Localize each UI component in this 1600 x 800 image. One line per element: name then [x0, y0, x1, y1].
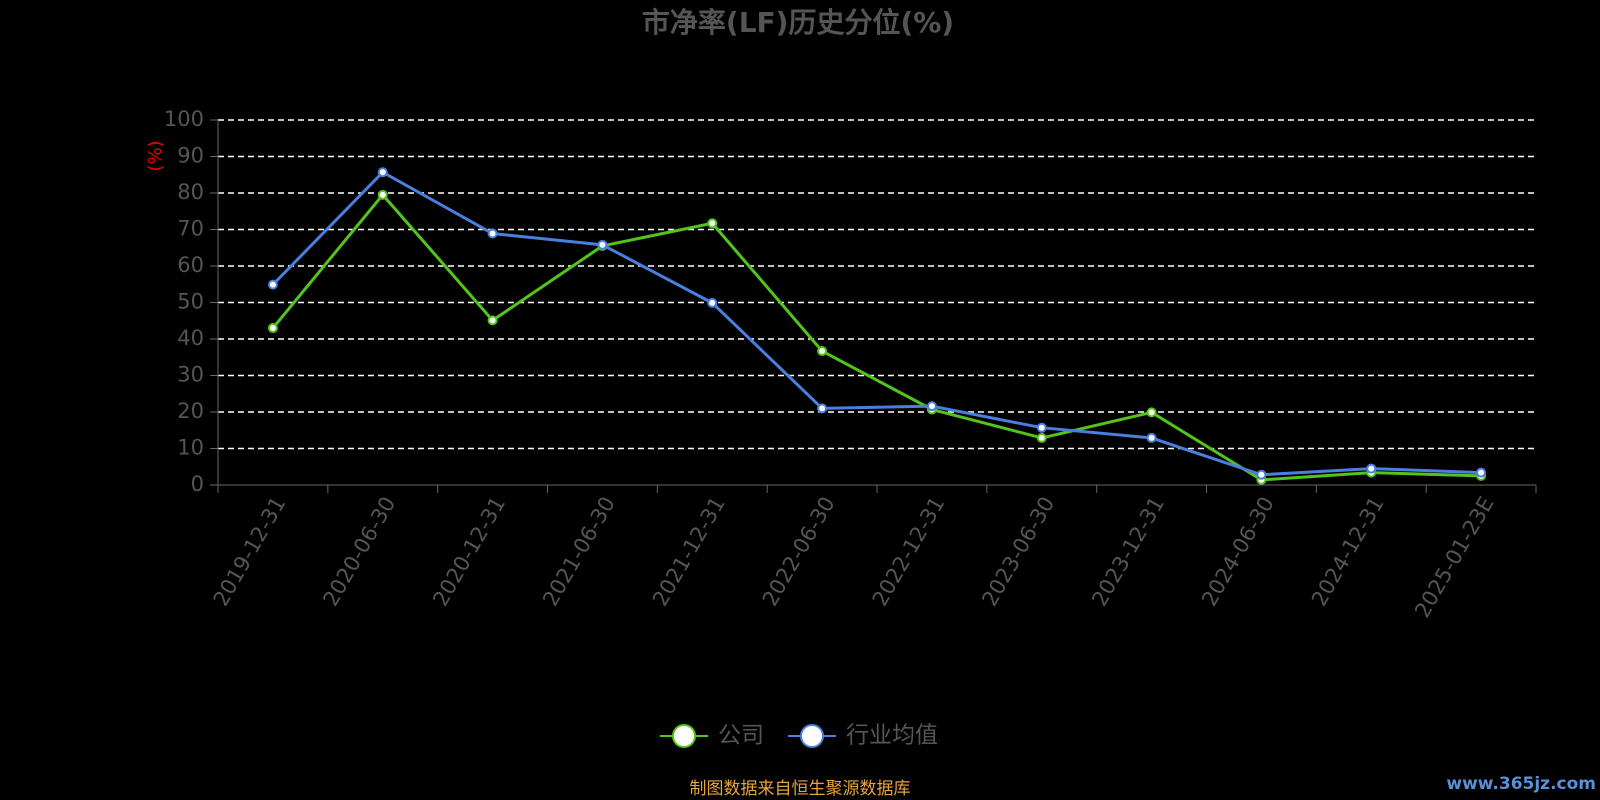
- legend-marker: [800, 724, 824, 748]
- y-tick-label: 80: [177, 180, 204, 204]
- x-tick-label: 2020-06-30: [318, 493, 400, 611]
- y-tick-label: 0: [191, 472, 204, 496]
- legend-marker: [672, 724, 696, 748]
- data-point: [707, 218, 718, 229]
- data-point: [1036, 422, 1047, 433]
- x-tick-label: 2024-06-30: [1197, 493, 1279, 611]
- y-tick-label: 10: [177, 436, 204, 460]
- x-tick-label: 2021-12-31: [648, 493, 730, 611]
- data-point: [267, 279, 278, 290]
- x-tick-label: 2025-01-23E: [1410, 493, 1498, 622]
- legend-label: 公司: [718, 723, 764, 749]
- y-axis-label: (%): [145, 140, 166, 171]
- x-tick-label: 2019-12-31: [209, 493, 291, 611]
- x-tick-label: 2022-06-30: [758, 493, 840, 611]
- data-point: [817, 403, 828, 414]
- data-point: [597, 239, 608, 250]
- data-point: [1256, 469, 1267, 480]
- x-tick-label: 2023-06-30: [977, 493, 1059, 611]
- data-point: [487, 315, 498, 326]
- x-tick-label: 2020-12-31: [428, 493, 510, 611]
- data-point: [926, 401, 937, 412]
- data-point: [817, 346, 828, 357]
- data-point: [377, 167, 388, 178]
- series-line: [271, 170, 1482, 477]
- data-point: [1366, 463, 1377, 474]
- x-tick-label: 2023-12-31: [1087, 493, 1169, 611]
- y-tick-label: 40: [177, 326, 204, 350]
- data-point: [487, 228, 498, 239]
- y-tick-label: 20: [177, 399, 204, 423]
- y-tick-label: 70: [177, 217, 204, 241]
- y-tick-label: 30: [177, 363, 204, 387]
- source-note: 制图数据来自恒生聚源数据库: [690, 779, 911, 799]
- chart-title: 市净率(LF)历史分位(%): [642, 6, 954, 39]
- y-tick-label: 90: [177, 144, 204, 168]
- y-tick-label: 50: [177, 290, 204, 314]
- data-point: [1476, 467, 1487, 478]
- data-point: [1036, 432, 1047, 443]
- x-tick-label: 2022-12-31: [868, 493, 950, 611]
- data-point: [267, 323, 278, 334]
- x-tick-label: 2024-12-31: [1307, 493, 1389, 611]
- watermark: www.365jz.com: [1446, 774, 1596, 794]
- x-tick-label: 2021-06-30: [538, 493, 620, 611]
- y-tick-label: 100: [164, 107, 204, 131]
- series-line: [271, 192, 1482, 482]
- legend-label: 行业均值: [846, 723, 938, 749]
- data-point: [377, 189, 388, 200]
- data-point: [1146, 407, 1157, 418]
- data-point: [707, 297, 718, 308]
- y-tick-label: 60: [177, 253, 204, 277]
- data-point: [1146, 432, 1157, 443]
